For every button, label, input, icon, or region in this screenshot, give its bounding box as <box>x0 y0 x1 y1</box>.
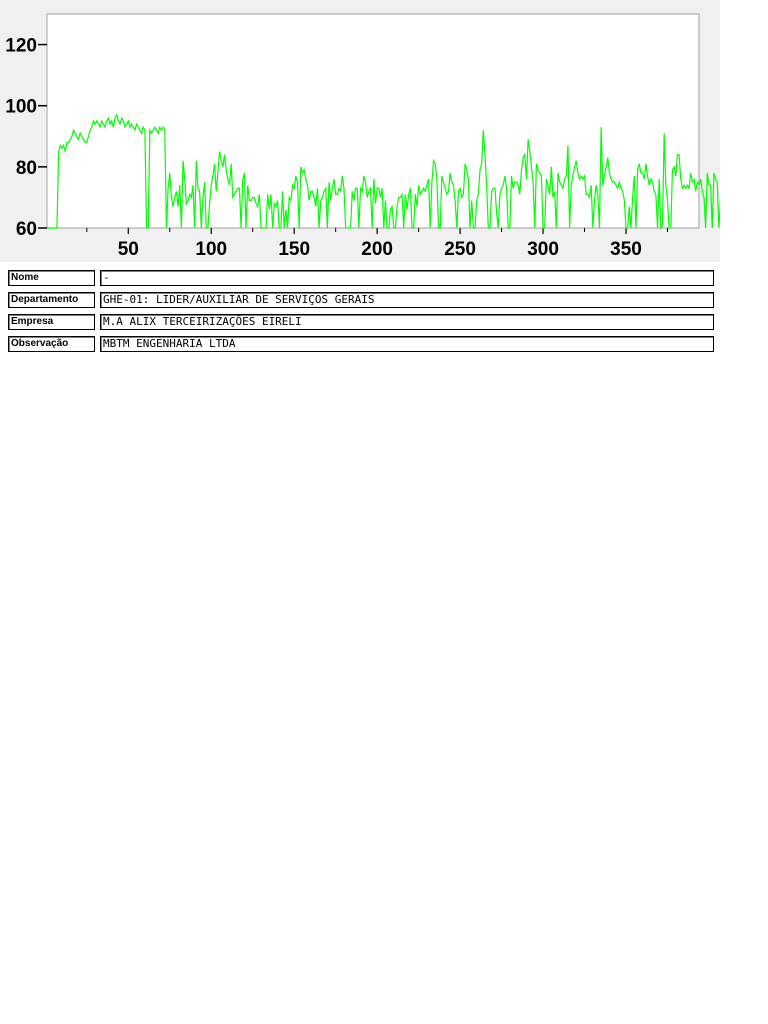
departamento-value: GHE-01: LIDER/AUXILIAR DE SERVIÇOS GERAI… <box>100 292 714 308</box>
nome-value: - <box>100 270 714 286</box>
y-tick-label: 120 <box>5 36 37 57</box>
nome-label: Nome <box>8 270 95 286</box>
x-tick-label: 150 <box>278 239 310 260</box>
info-row-observacao: Observação MBTM ENGENHARIA LTDA <box>8 336 716 352</box>
series-group <box>47 113 720 231</box>
y-tick-label: 80 <box>16 158 37 179</box>
observacao-value: MBTM ENGENHARIA LTDA <box>100 336 714 352</box>
y-tick-label: 100 <box>5 97 37 118</box>
y-axis: 60 80 100 120 <box>5 36 47 240</box>
x-tick-label: 200 <box>361 239 393 260</box>
x-tick-label: 50 <box>118 239 139 260</box>
x-tick-label: 250 <box>444 239 476 260</box>
departamento-label: Departamento <box>8 292 95 308</box>
empresa-label: Empresa <box>8 314 95 330</box>
x-tick-label: 350 <box>610 239 642 260</box>
series-line <box>47 113 720 231</box>
info-row-nome: Nome - <box>8 270 716 286</box>
chart-panel: 60 80 100 120 50 100 150 200 250 300 350 <box>0 0 720 262</box>
observacao-label: Observação <box>8 336 95 352</box>
x-tick-label: 100 <box>195 239 227 260</box>
x-tick-label: 300 <box>527 239 559 260</box>
y-tick-label: 60 <box>16 219 37 240</box>
line-chart: 60 80 100 120 50 100 150 200 250 300 350 <box>5 13 720 260</box>
x-axis: 50 100 150 200 250 300 350 <box>86 228 668 260</box>
info-row-departamento: Departamento GHE-01: LIDER/AUXILIAR DE S… <box>8 292 716 308</box>
info-row-empresa: Empresa M.A ALIX TERCEIRIZAÇÕES EIRELI <box>8 314 716 330</box>
empresa-value: M.A ALIX TERCEIRIZAÇÕES EIRELI <box>100 314 714 330</box>
